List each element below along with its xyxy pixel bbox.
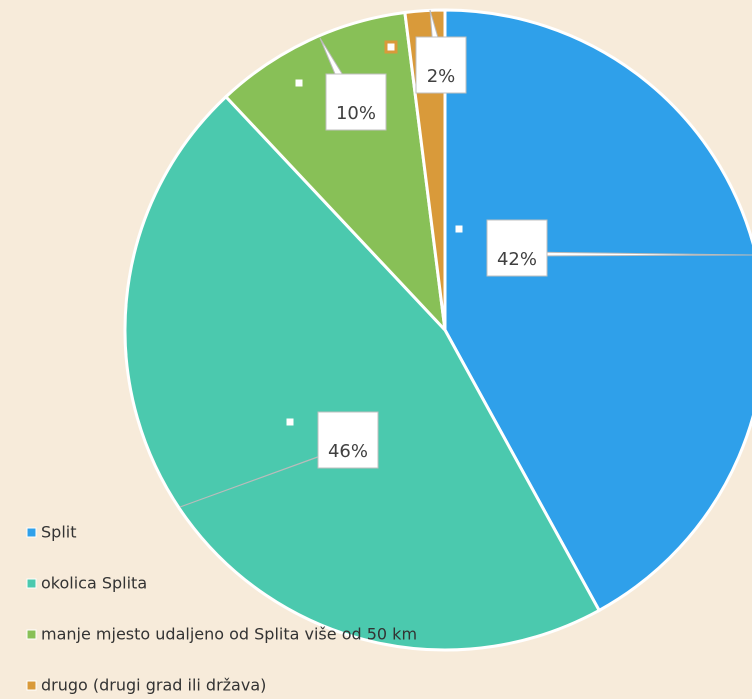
label-marker: [384, 40, 398, 54]
pie-slice: [443, 8, 752, 613]
pie-slice: [223, 10, 448, 335]
data-label: 2%: [427, 66, 456, 87]
label-box: [317, 411, 379, 469]
data-label: 10%: [336, 103, 376, 124]
legend-swatch: [26, 527, 37, 538]
label-box: [415, 36, 467, 94]
legend-label: drugo (drugi grad ili država): [41, 676, 266, 695]
legend-swatch: [26, 680, 37, 691]
pie-slice: [123, 94, 602, 652]
data-label: 46%: [328, 441, 368, 462]
label-box: [486, 219, 548, 277]
legend-label: Split: [41, 523, 76, 542]
label-box: [325, 73, 387, 131]
legend-label: okolica Splita: [41, 574, 147, 593]
legend-label: manje mjesto udaljeno od Splita više od …: [41, 625, 417, 644]
label-marker: [452, 222, 466, 236]
label-marker: [292, 76, 306, 90]
label-marker: [283, 415, 297, 429]
legend-swatch: [26, 578, 37, 589]
legend-swatch: [26, 629, 37, 640]
data-label: 42%: [497, 249, 537, 270]
